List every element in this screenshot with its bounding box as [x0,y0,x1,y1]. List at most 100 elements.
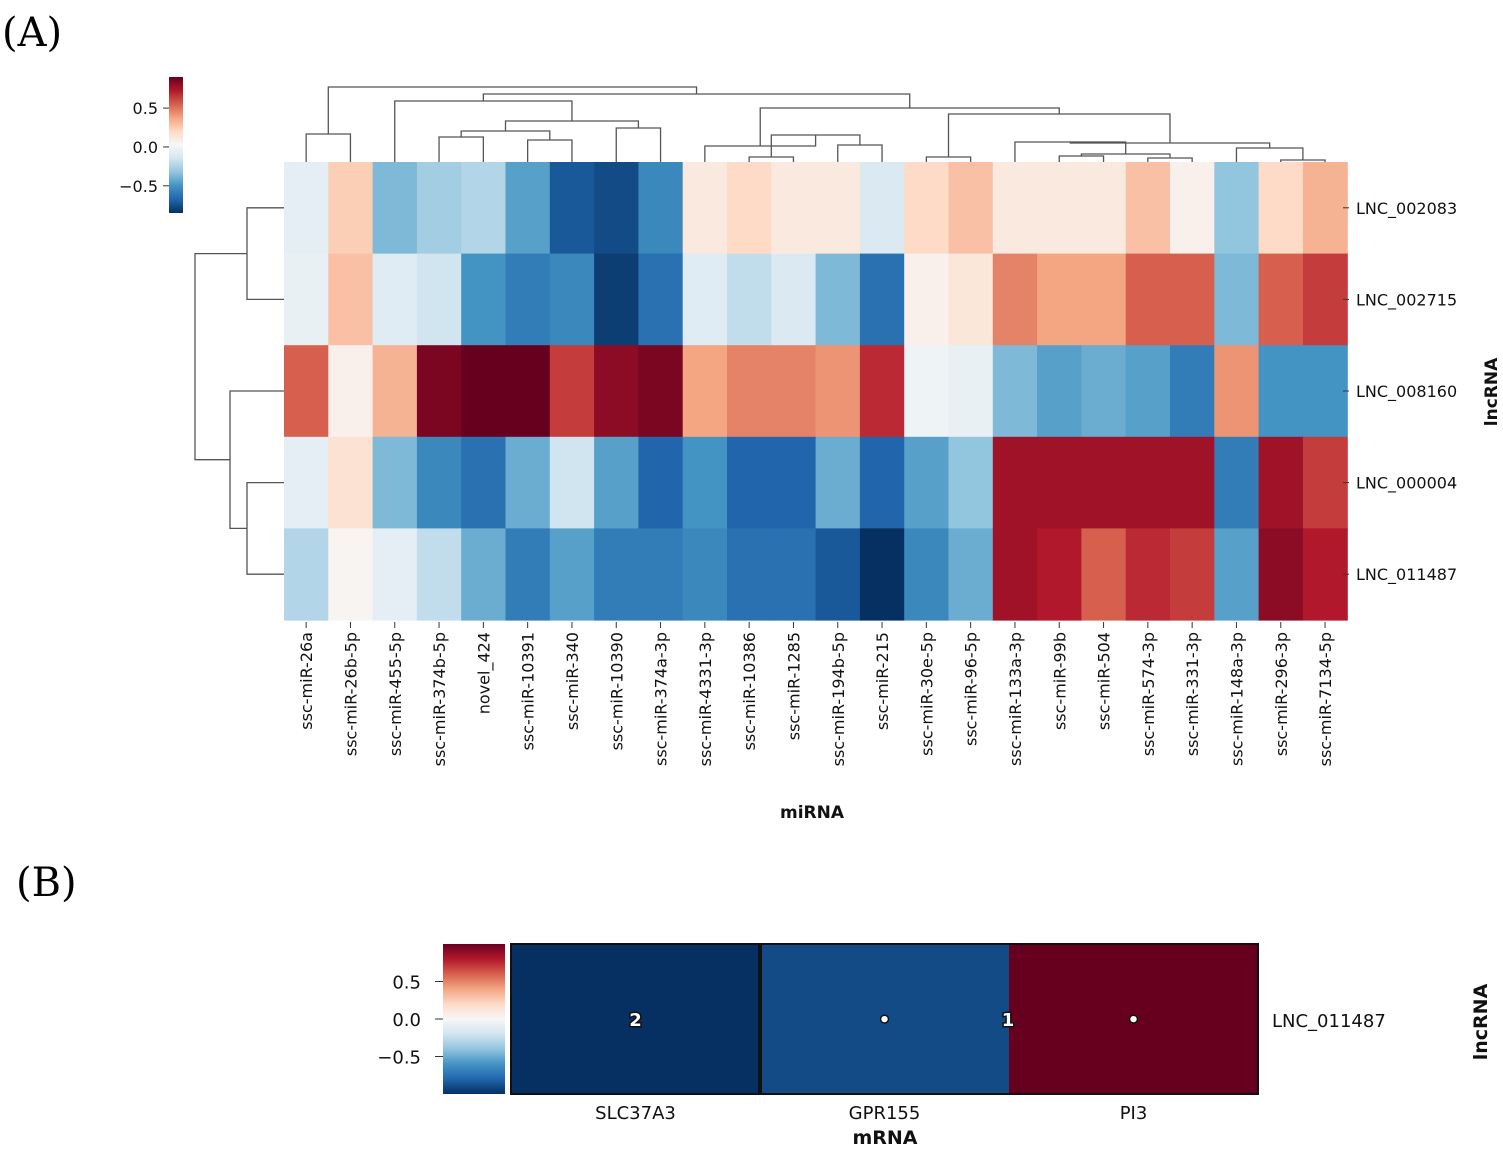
heatmap-a-cell [682,436,728,529]
heatmap-a-cell [815,436,861,529]
heatmap-a-cell [549,436,595,529]
heatmap-a-cell [416,528,462,621]
heatmap-a-cell [1258,528,1304,621]
heatmap-a-cell [948,345,994,438]
heatmap-a-cell [372,253,418,346]
heatmap-a-x-tick-label: ssc-miR-148a-3p [1227,632,1246,766]
heatmap-b-annotation: 2 [629,1010,642,1031]
heatmap-b-cell [511,944,761,1094]
heatmap-a-cell [1258,345,1304,438]
colorbar-b-ticks: 0.5 0.0 −0.5 [377,973,443,1069]
heatmap-a-x-tick-label: ssc-miR-133a-3p [1006,632,1025,766]
heatmap-a-cell [594,162,639,255]
heatmap-b-frame [510,943,1259,1095]
heatmap-a-cell [1170,345,1215,438]
heatmap-a-cell [284,528,329,621]
heatmap-a-xlabel: miRNA [780,803,845,823]
heatmap-a-cell [1125,528,1171,621]
heatmap-a-cell [1214,345,1260,438]
heatmap-a-cell [284,436,329,529]
heatmap-b-x-tick-labels: SLC37A3 GPR155 PI3 [595,1103,1147,1124]
heatmap-a-cell [682,345,728,438]
heatmap-a-cell [284,162,329,255]
heatmap-a-cell [904,436,950,529]
heatmap-a-cell [505,436,551,529]
heatmap-a-y-tick-label: LNC_011487 [1356,565,1457,585]
heatmap-b-annotations: 2 • 1 • [628,1009,1141,1033]
column-dendrogram-link [1147,157,1193,162]
colorbar-a-tick-label: 0.5 [133,99,158,118]
heatmap-a-cell [1170,528,1215,621]
heatmap-a-cell [1125,253,1171,346]
heatmap-a-y-tick-label: LNC_008160 [1356,382,1457,402]
heatmap-a-cell [859,162,905,255]
heatmap-a-cell [284,253,329,346]
heatmap-a-x-tick-label: ssc-miR-4331-3p [696,632,715,766]
heatmap-a-cell [594,528,639,621]
heatmap-a-x-tick-label: novel_424 [474,632,494,714]
heatmap-a-cell [727,345,772,438]
heatmap-a-x-tick-label: ssc-miR-10390 [607,632,626,750]
row-dendrogram [194,207,284,575]
colorbar-a-ticks: 0.5 0.0 −0.5 [119,99,169,196]
heatmap-a-x-tick-label: ssc-miR-374a-3p [652,632,671,766]
column-dendrogram-link [1280,159,1326,162]
column-dendrogram-link [925,156,972,162]
heatmap-a-y-tick-label: LNC_000004 [1356,474,1457,494]
heatmap-a-cell [461,345,507,438]
heatmap-a-cell [904,528,950,621]
heatmap-a-cell [1037,345,1082,438]
heatmap-a-x-tick-label: ssc-miR-504 [1095,632,1114,730]
heatmap-a-cell [948,253,994,346]
heatmap-a-cell [328,253,374,346]
heatmap-a-x-tick-label: ssc-miR-96-5p [962,632,981,746]
heatmap-a-x-tick-label: ssc-miR-1285 [784,632,803,740]
heatmap-b-cells [510,943,1259,1095]
heatmap-a-cells [284,162,1348,621]
heatmap-a-cell [859,253,905,346]
heatmap-a-cell [815,253,861,346]
heatmap-b-cell [760,944,1010,1094]
heatmap-a-cell [1125,345,1171,438]
column-dendrogram-link [504,120,640,131]
heatmap-a-cell [771,162,817,255]
heatmap-a-x-tick-label: ssc-miR-194b-5p [829,632,848,766]
heatmap-a-cell [727,162,772,255]
heatmap-a-cell [328,345,374,438]
heatmap-a-cell [727,528,772,621]
heatmap-a-cell [771,345,817,438]
heatmap-a-cell [1125,162,1171,255]
heatmap-a-cell [505,162,551,255]
heatmap-a-cell [505,528,551,621]
heatmap-a-x-tick-label: ssc-miR-296-3p [1272,632,1291,756]
heatmap-a-x-tick-labels: ssc-miR-26a ssc-miR-26b-5p ssc-miR-455-5p s… [297,622,1335,766]
heatmap-a-cell [1258,162,1304,255]
heatmap-a-cell [594,253,639,346]
heatmap-a-cell [372,345,418,438]
colorbar-b-gradient [443,944,505,1094]
colorbar-b-tick-label: 0.5 [392,973,421,994]
heatmap-a-x-tick-label: ssc-miR-30e-5p [917,632,936,756]
heatmap-a-cell [594,436,639,529]
heatmap-a-x-tick-label: ssc-miR-10391 [519,632,538,750]
heatmap-a-x-tick-label: ssc-miR-331-3p [1183,632,1202,756]
heatmap-a-cell [638,345,684,438]
heatmap-a-cell [549,528,595,621]
heatmap-a-cell [284,345,329,438]
heatmap-a-cell [682,162,728,255]
heatmap-a-cell [416,253,462,346]
heatmap-a-cell [859,528,905,621]
colorbar-b: 0.5 0.0 −0.5 [377,944,505,1094]
heatmap-a-cell [1302,436,1348,529]
heatmap-b-cell [1009,944,1259,1094]
heatmap-a-cell [1081,345,1127,438]
heatmap-a-x-tick-label: ssc-miR-340 [563,632,582,730]
heatmap-a-cell [328,436,374,529]
heatmap-a-cell [1081,528,1127,621]
heatmap-a-cell [859,345,905,438]
heatmap-a-cell [904,345,950,438]
heatmap-a-cell [1302,253,1348,346]
row-dendrogram-link [246,481,284,575]
heatmap-b-y-tick-labels: LNC_011487 [1272,1011,1386,1032]
